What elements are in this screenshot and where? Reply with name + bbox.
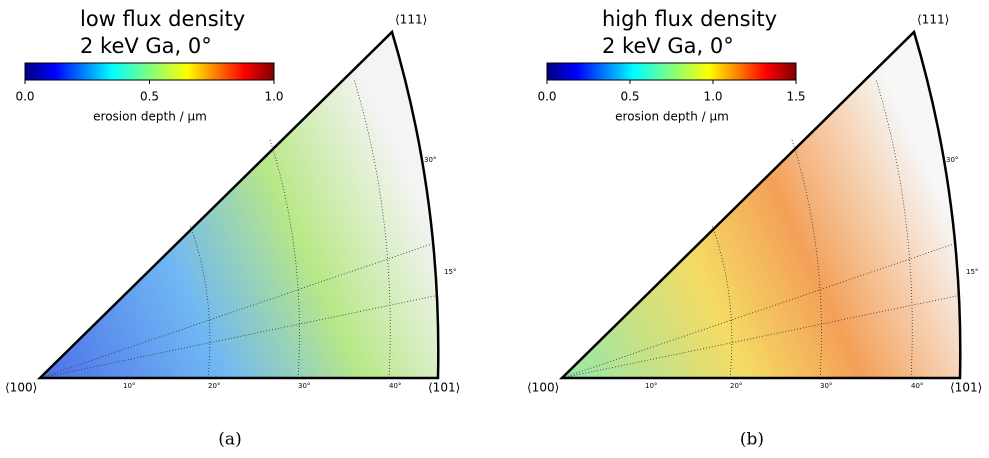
colorbar <box>546 62 797 81</box>
pole-figure-outline <box>558 29 962 380</box>
colorbar-tick-label: 0.5 <box>140 90 159 104</box>
colorbar-tick-label: 0.5 <box>620 90 639 104</box>
angle-label: 30° <box>820 382 832 390</box>
guide-line <box>561 295 958 379</box>
colorbar-label: erosion depth / μm <box>93 110 207 124</box>
colorbar-tick-label: 0.0 <box>537 90 556 104</box>
pole-figure-fill <box>562 32 961 378</box>
title: low flux density <box>80 7 245 31</box>
guide-line <box>39 242 434 379</box>
angle-label: 10° <box>123 382 135 390</box>
guide-line <box>561 242 956 379</box>
caption: (a) <box>218 430 241 450</box>
angle-label: 30° <box>298 382 310 390</box>
guide-arc <box>189 224 211 379</box>
guide-line <box>39 295 436 379</box>
angle-label: 20° <box>208 382 220 390</box>
angle-label: 15° <box>444 268 456 276</box>
subtitle: 2 keV Ga, 0° <box>80 34 212 58</box>
colorbar-tick-label: 0.0 <box>15 90 34 104</box>
angle-label: 15° <box>966 268 978 276</box>
guide-arc <box>711 224 733 379</box>
pole-figure-outline <box>36 29 440 380</box>
angle-label: 40° <box>911 382 923 390</box>
corner-label: ⟨111⟩ <box>395 13 427 27</box>
corner-label: ⟨111⟩ <box>917 13 949 27</box>
corner-label: ⟨100⟩ <box>527 381 559 395</box>
guide-arc <box>353 78 391 379</box>
angle-label: 30° <box>946 156 958 164</box>
subtitle: 2 keV Ga, 0° <box>602 34 734 58</box>
colorbar-tick-label: 1.0 <box>703 90 722 104</box>
colorbar <box>24 62 275 81</box>
corner-label: ⟨101⟩ <box>950 381 982 395</box>
colorbar-label: erosion depth / μm <box>615 110 729 124</box>
colorbar-tick-label: 1.5 <box>786 90 805 104</box>
guide-arc <box>875 78 913 379</box>
angle-label: 40° <box>389 382 401 390</box>
pole-figure-fill <box>40 32 439 378</box>
angle-label: 20° <box>730 382 742 390</box>
colorbar-tick-label: 1.0 <box>264 90 283 104</box>
angle-label: 30° <box>424 156 436 164</box>
corner-label: ⟨101⟩ <box>428 381 460 395</box>
caption: (b) <box>740 430 764 450</box>
angle-label: 10° <box>645 382 657 390</box>
corner-label: ⟨100⟩ <box>5 381 37 395</box>
title: high flux density <box>602 7 777 31</box>
